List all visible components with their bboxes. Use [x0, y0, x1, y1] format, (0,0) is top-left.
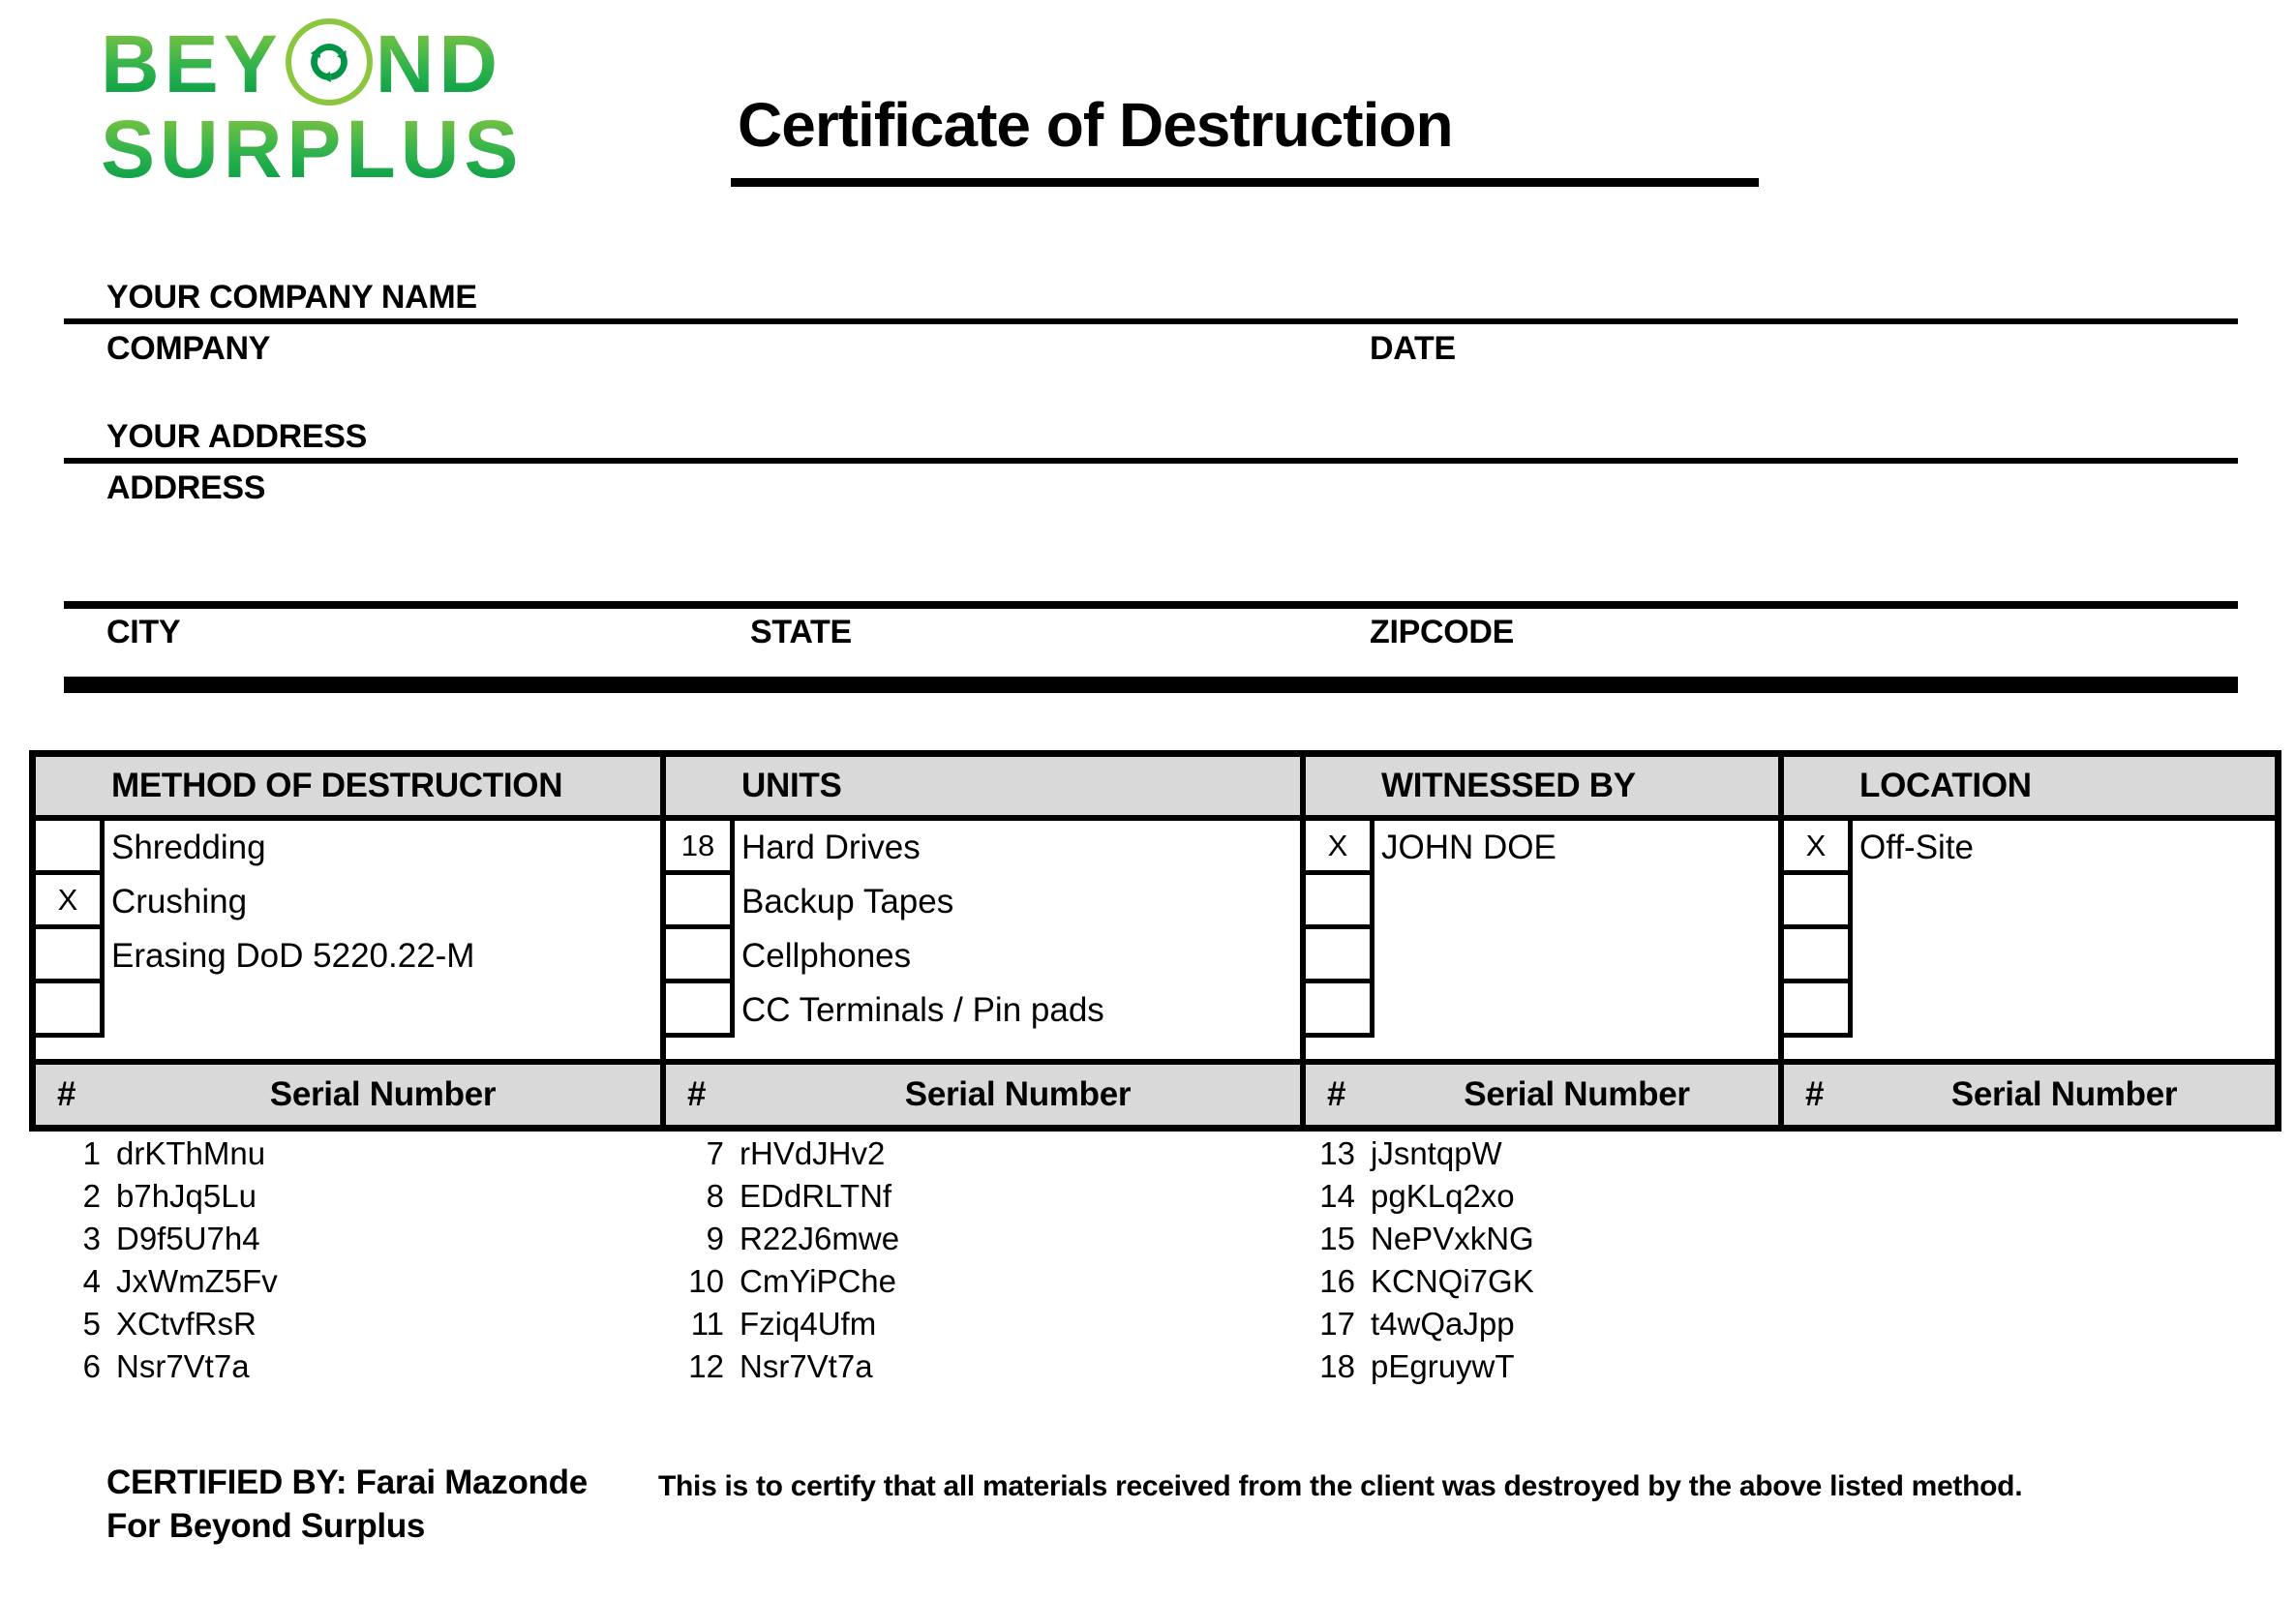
option-label: Hard Drives: [741, 829, 921, 866]
serial-list-3: 13 jJsntqpW 14 pgKLq2xo 15 NePVxkNG 16 KCNQi…: [1309, 1132, 1534, 1388]
city-label: CITY: [106, 614, 181, 650]
serial-list-1: 1 drKThMnu 2 b7hJq5Lu 3 D9f5U7h4 4 JxWmZ5Fv …: [54, 1132, 278, 1388]
checkbox-location-2[interactable]: [1784, 875, 1853, 929]
serial-hash-header: #: [57, 1075, 76, 1113]
serial-row: 9 R22J6mwe: [706, 1221, 900, 1256]
serial-hash-header: #: [1327, 1075, 1346, 1113]
serial-number-label: Serial Number: [1464, 1075, 1690, 1113]
serial-row: 2 b7hJq5Lu: [82, 1178, 257, 1214]
column-header: METHOD OF DESTRUCTION: [36, 757, 660, 821]
serial-row: 8 EDdRLTNf: [706, 1178, 892, 1214]
logo-text-bey: BEY: [101, 18, 283, 109]
serial-row: 1 drKThMnu: [82, 1135, 266, 1171]
for-company-line: For Beyond Surplus: [106, 1507, 426, 1545]
serial-row: 4 JxWmZ5Fv: [82, 1263, 278, 1299]
serial-row: 13 jJsntqpW: [1319, 1135, 1502, 1171]
column-header: WITNESSED BY: [1306, 757, 1778, 821]
column-header: UNITS: [666, 757, 1300, 821]
company-input-line[interactable]: [64, 318, 2238, 324]
serial-row: 14 pgKLq2xo: [1319, 1178, 1515, 1214]
count-cc-terminals[interactable]: [666, 983, 735, 1038]
column-header: LOCATION: [1784, 757, 2275, 821]
option-label: Crushing: [111, 883, 248, 921]
logo-line-surplus: SURPLUS: [101, 106, 523, 192]
serial-row: 5 XCtvfRsR: [82, 1306, 257, 1342]
checkbox-location-3[interactable]: [1784, 929, 1853, 983]
serial-number-label: Serial Number: [1950, 1075, 2178, 1113]
zipcode-label: ZIPCODE: [1370, 614, 1515, 650]
option-label: Erasing DoD 5220.22-M: [111, 937, 475, 975]
certification-statement: This is to certify that all materials re…: [658, 1470, 2023, 1502]
checkbox-witness-2[interactable]: [1306, 875, 1375, 929]
serial-list-2: 7 rHVdJHv2 8 EDdRLTNf 9 R22J6mwe 10 CmYiPChe…: [678, 1132, 899, 1388]
certified-by-line: CERTIFIED BY: Farai Mazonde: [106, 1464, 588, 1501]
checkbox-witness-4[interactable]: [1306, 983, 1375, 1038]
logo-text-nd: ND: [375, 18, 503, 109]
serial-number-header: # Serial Number: [666, 1059, 1300, 1125]
option-label: CC Terminals / Pin pads: [741, 991, 1104, 1029]
company-label: COMPANY: [106, 330, 271, 367]
count-hard-drives[interactable]: 18: [666, 821, 735, 875]
option-label: Shredding: [111, 829, 266, 866]
serial-row: 17 t4wQaJpp: [1319, 1306, 1515, 1342]
option-label: Cellphones: [741, 937, 912, 975]
city-input-line[interactable]: [64, 601, 2238, 609]
destruction-table: METHOD OF DESTRUCTION X Shredding Crushi…: [29, 750, 2281, 1132]
address-top-label: YOUR ADDRESS: [106, 418, 368, 455]
logo-line-beyond: BEY: [101, 18, 523, 109]
logo-text-surplus: SURPLUS: [101, 104, 524, 195]
checkbox-witness-1[interactable]: X: [1306, 821, 1375, 875]
witness-name: JOHN DOE: [1381, 829, 1556, 866]
serial-row: 16 KCNQi7GK: [1319, 1263, 1534, 1299]
date-label: DATE: [1370, 330, 1456, 367]
title-underline: [731, 178, 1759, 187]
column-witnessed-by: WITNESSED BY X JOHN DOE # Serial Number: [1300, 757, 1778, 1125]
page-title: Certificate of Destruction: [738, 90, 1454, 160]
checkbox-crushing[interactable]: X: [36, 875, 105, 929]
company-name-label: YOUR COMPANY NAME: [106, 279, 477, 316]
serial-number-header: # Serial Number: [1784, 1059, 2275, 1125]
serial-row: 12 Nsr7Vt7a: [688, 1348, 873, 1384]
serial-row: 6 Nsr7Vt7a: [82, 1348, 250, 1384]
serial-hash-header: #: [687, 1075, 707, 1113]
checkbox-shredding[interactable]: [36, 821, 105, 875]
column-units: UNITS 18 Hard Drives Backup Tapes Cellph…: [660, 757, 1300, 1125]
serial-row: 3 D9f5U7h4: [82, 1221, 260, 1256]
beyond-surplus-logo: BEY: [101, 18, 523, 192]
serial-number-header: # Serial Number: [36, 1059, 660, 1125]
checkbox-location-4[interactable]: [1784, 983, 1853, 1038]
serial-row: 18 pEgruywT: [1319, 1348, 1515, 1384]
address-input-line[interactable]: [64, 458, 2238, 464]
column-location: LOCATION X Off-Site # Serial Number: [1778, 757, 2275, 1125]
serial-row: 15 NePVxkNG: [1319, 1221, 1534, 1256]
serial-number-header: # Serial Number: [1306, 1059, 1778, 1125]
serial-row: 7 rHVdJHv2: [706, 1135, 886, 1171]
column-method-of-destruction: METHOD OF DESTRUCTION X Shredding Crushi…: [36, 757, 660, 1125]
state-label: STATE: [750, 614, 852, 650]
checkbox-method-blank[interactable]: [36, 983, 105, 1038]
serial-row: 11 Fziq4Ufm: [690, 1306, 877, 1342]
serial-hash-header: #: [1805, 1075, 1825, 1113]
serial-row: 10 CmYiPChe: [688, 1263, 896, 1299]
serial-number-label: Serial Number: [904, 1075, 1132, 1113]
count-backup-tapes[interactable]: [666, 875, 735, 929]
address-label: ADDRESS: [106, 469, 266, 506]
serial-number-label: Serial Number: [269, 1075, 497, 1113]
checkbox-erasing[interactable]: [36, 929, 105, 983]
checkbox-witness-3[interactable]: [1306, 929, 1375, 983]
location-label: Off-Site: [1859, 829, 1975, 866]
checkbox-location-1[interactable]: X: [1784, 821, 1853, 875]
option-label: Backup Tapes: [741, 883, 954, 921]
section-divider-bar: [64, 677, 2238, 693]
count-cellphones[interactable]: [666, 929, 735, 983]
recycle-icon: [285, 18, 373, 106]
